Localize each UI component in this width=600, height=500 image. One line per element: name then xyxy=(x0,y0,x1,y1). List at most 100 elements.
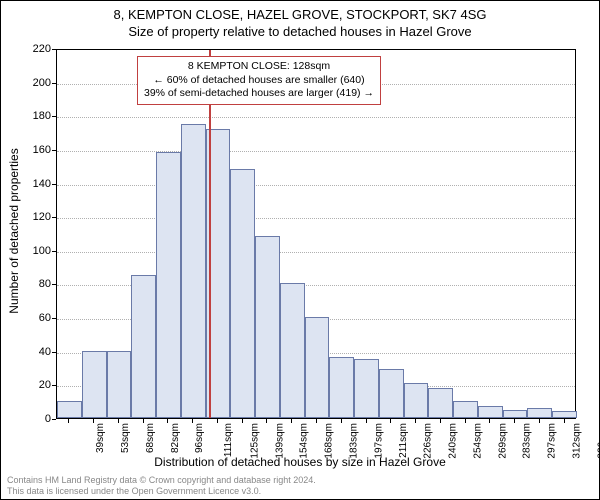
x-tick-mark xyxy=(217,419,218,423)
y-tick-mark xyxy=(52,116,56,117)
histogram-bar xyxy=(354,359,379,418)
annotation-line: ← 60% of detached houses are smaller (64… xyxy=(144,74,374,88)
y-tick-mark xyxy=(52,217,56,218)
histogram-bar xyxy=(305,317,330,418)
histogram-bar xyxy=(255,236,280,418)
y-tick-label: 160 xyxy=(21,144,51,156)
marker-line xyxy=(209,50,211,418)
histogram-bar xyxy=(527,408,552,418)
x-tick-label: 197sqm xyxy=(373,423,384,459)
histogram-bar xyxy=(230,169,255,418)
annotation-line: 8 KEMPTON CLOSE: 128sqm xyxy=(144,60,374,74)
y-tick-mark xyxy=(52,150,56,151)
histogram-bar xyxy=(280,283,305,418)
x-tick-mark xyxy=(465,419,466,423)
histogram-bar xyxy=(329,357,354,418)
histogram-bar xyxy=(453,401,478,418)
y-tick-mark xyxy=(52,318,56,319)
y-tick-label: 20 xyxy=(21,379,51,391)
x-tick-mark xyxy=(118,419,119,423)
footer-attribution: Contains HM Land Registry data © Crown c… xyxy=(7,475,593,497)
y-tick-mark xyxy=(52,251,56,252)
histogram-bar xyxy=(404,383,429,418)
histogram-bar xyxy=(379,369,404,418)
y-tick-label: 120 xyxy=(21,211,51,223)
histogram-bar xyxy=(57,401,82,418)
y-tick-label: 40 xyxy=(21,346,51,358)
x-tick-mark xyxy=(564,419,565,423)
y-tick-mark xyxy=(52,184,56,185)
plot-area: 8 KEMPTON CLOSE: 128sqm← 60% of detached… xyxy=(56,49,576,419)
x-tick-label: 96sqm xyxy=(194,423,205,453)
x-tick-mark xyxy=(415,419,416,423)
x-tick-label: 269sqm xyxy=(497,423,508,459)
histogram-bar xyxy=(156,152,181,418)
x-tick-mark xyxy=(143,419,144,423)
gridline xyxy=(57,252,575,253)
title-subtitle: Size of property relative to detached ho… xyxy=(1,24,599,39)
x-tick-mark xyxy=(341,419,342,423)
gridline xyxy=(57,185,575,186)
x-tick-label: 297sqm xyxy=(547,423,558,459)
x-tick-mark xyxy=(539,419,540,423)
gridline xyxy=(57,117,575,118)
x-tick-label: 39sqm xyxy=(95,423,106,453)
x-tick-label: 82sqm xyxy=(170,423,181,453)
x-tick-mark xyxy=(366,419,367,423)
x-tick-mark xyxy=(514,419,515,423)
annotation-line: 39% of semi-detached houses are larger (… xyxy=(144,87,374,101)
x-tick-label: 254sqm xyxy=(472,423,483,459)
y-tick-mark xyxy=(52,49,56,50)
histogram-bar xyxy=(107,351,132,418)
y-tick-label: 100 xyxy=(21,245,51,257)
histogram-bar xyxy=(478,406,503,418)
x-tick-label: 312sqm xyxy=(571,423,582,459)
y-tick-label: 140 xyxy=(21,178,51,190)
y-tick-label: 200 xyxy=(21,77,51,89)
x-tick-mark xyxy=(440,419,441,423)
x-tick-label: 139sqm xyxy=(274,423,285,459)
x-tick-mark xyxy=(390,419,391,423)
x-tick-label: 240sqm xyxy=(448,423,459,459)
x-tick-label: 326sqm xyxy=(596,423,600,459)
x-tick-label: 111sqm xyxy=(223,423,234,457)
gridline xyxy=(57,151,575,152)
x-tick-mark xyxy=(68,419,69,423)
y-tick-mark xyxy=(52,419,56,420)
x-tick-label: 283sqm xyxy=(522,423,533,459)
x-tick-mark xyxy=(93,419,94,423)
title-block: 8, KEMPTON CLOSE, HAZEL GROVE, STOCKPORT… xyxy=(1,1,599,39)
y-tick-label: 80 xyxy=(21,278,51,290)
chart-container: 8, KEMPTON CLOSE, HAZEL GROVE, STOCKPORT… xyxy=(0,0,600,500)
annotation-box: 8 KEMPTON CLOSE: 128sqm← 60% of detached… xyxy=(137,56,381,105)
y-tick-mark xyxy=(52,83,56,84)
y-tick-mark xyxy=(52,284,56,285)
x-tick-label: 226sqm xyxy=(423,423,434,459)
title-address: 8, KEMPTON CLOSE, HAZEL GROVE, STOCKPORT… xyxy=(1,7,599,22)
x-tick-label: 168sqm xyxy=(324,423,335,459)
x-tick-label: 125sqm xyxy=(250,423,261,459)
y-tick-label: 180 xyxy=(21,110,51,122)
histogram-bar xyxy=(428,388,453,418)
y-axis-label: Number of detached properties xyxy=(7,148,21,313)
x-tick-mark xyxy=(192,419,193,423)
x-tick-label: 211sqm xyxy=(397,423,408,458)
histogram-bar xyxy=(503,410,528,418)
y-tick-label: 220 xyxy=(21,43,51,55)
x-tick-mark xyxy=(266,419,267,423)
x-tick-mark xyxy=(242,419,243,423)
x-tick-mark xyxy=(167,419,168,423)
y-tick-label: 60 xyxy=(21,312,51,324)
x-tick-mark xyxy=(316,419,317,423)
histogram-bar xyxy=(82,351,107,418)
y-tick-mark xyxy=(52,352,56,353)
histogram-bar xyxy=(181,124,206,418)
x-tick-label: 53sqm xyxy=(120,423,131,453)
x-tick-label: 68sqm xyxy=(145,423,156,453)
histogram-bar xyxy=(131,275,156,418)
y-tick-mark xyxy=(52,385,56,386)
y-tick-label: 0 xyxy=(21,413,51,425)
x-tick-label: 154sqm xyxy=(299,423,310,459)
x-tick-label: 183sqm xyxy=(349,423,360,459)
histogram-bar xyxy=(552,411,577,418)
